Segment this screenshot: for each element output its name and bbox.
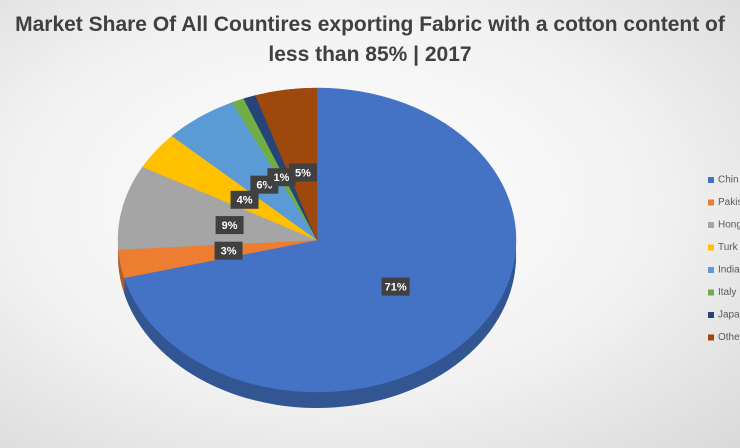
- legend-label: Turk: [718, 242, 739, 253]
- legend-label: Hong: [718, 220, 740, 231]
- data-label-box: [215, 216, 244, 235]
- legend-swatch: [708, 199, 714, 206]
- data-label: 9%: [222, 220, 238, 232]
- data-label-box: [267, 168, 296, 187]
- legend-label: India: [718, 265, 740, 276]
- legend-swatch: [708, 244, 714, 251]
- chart-title: Market Share Of All Countires exporting …: [15, 13, 725, 66]
- legend-swatch: [708, 267, 714, 273]
- data-label-box: [288, 163, 317, 182]
- legend-label: Othe: [718, 332, 740, 343]
- legend-swatch: [708, 312, 714, 318]
- legend-swatch: [708, 289, 714, 296]
- data-label-box: [381, 277, 410, 296]
- legend-swatch: [708, 177, 714, 183]
- legend-label: Japa: [718, 310, 740, 321]
- data-label-box: [214, 241, 243, 260]
- slice: [117, 166, 318, 250]
- data-label: 4%: [237, 195, 253, 207]
- data-label: 1%: [273, 172, 289, 184]
- data-label: 3%: [221, 246, 237, 258]
- legend-label: Pakis: [718, 197, 740, 208]
- data-label: 5%: [295, 167, 311, 179]
- legend-swatch: [708, 334, 714, 341]
- legend-label: Chin: [718, 175, 739, 186]
- legend-swatch: [708, 222, 714, 228]
- data-label-box: [230, 190, 259, 209]
- legend-label: Italy: [718, 287, 736, 298]
- slice: [255, 87, 318, 241]
- data-label: 71%: [385, 281, 407, 293]
- slice: [123, 87, 517, 393]
